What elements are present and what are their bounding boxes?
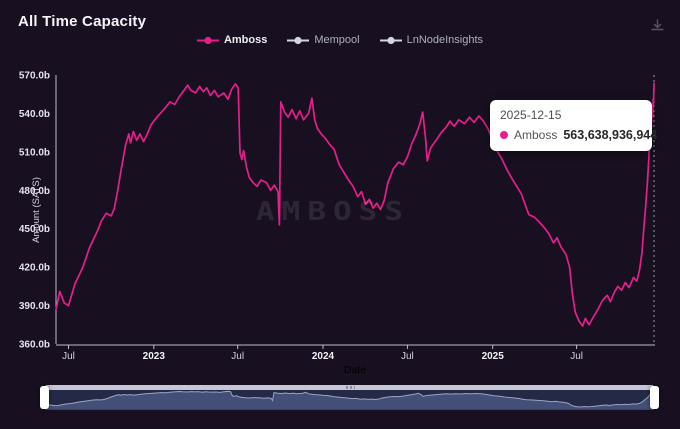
- y-tick-label: 450.0b: [19, 224, 50, 235]
- x-tick-label: Jul: [62, 351, 75, 362]
- brush-area-line: [45, 391, 654, 407]
- brush-track[interactable]: [45, 390, 654, 410]
- tooltip-series-label: Amboss: [514, 128, 558, 142]
- brush-grip-icon: [345, 386, 355, 389]
- x-tick-label: 2024: [312, 351, 335, 362]
- x-tick-label: 2023: [143, 351, 166, 362]
- x-tick-label: Jul: [231, 351, 244, 362]
- y-tick-label: 510.0b: [19, 147, 50, 158]
- legend-label: LnNodeInsights: [406, 34, 484, 46]
- y-tick-label: 570.0b: [19, 71, 50, 82]
- brush-handle-left[interactable]: [40, 386, 49, 409]
- brush: [40, 383, 659, 412]
- legend-item-mempool[interactable]: Mempool: [287, 34, 360, 46]
- y-tick-label: 540.0b: [19, 109, 50, 120]
- page-title: All Time Capacity: [18, 13, 147, 30]
- x-tick-label: Jul: [401, 351, 414, 362]
- brush-handle-right[interactable]: [650, 386, 659, 409]
- axis-label-y: Amount (SATS): [31, 177, 42, 243]
- axis-label-x: Date: [344, 364, 366, 376]
- amboss-line: [55, 82, 655, 327]
- legend-item-lnnodeinsights[interactable]: LnNodeInsights: [379, 34, 484, 46]
- download-button[interactable]: [648, 16, 666, 34]
- legend-marker-icon: [379, 36, 402, 44]
- download-icon: [650, 18, 664, 30]
- brush-minichart: [45, 390, 654, 409]
- legend-marker-icon: [287, 36, 310, 44]
- y-tick-label: 420.0b: [19, 263, 50, 274]
- legend-label: Mempool: [314, 34, 360, 46]
- tooltip-date: 2025-12-15: [500, 108, 562, 122]
- brush-area: [45, 391, 654, 409]
- tooltip-series-dot: [500, 131, 508, 139]
- tooltip-value: 563,638,936,944: [563, 128, 658, 142]
- legend-marker-icon: [196, 36, 219, 44]
- y-tick-label: 360.0b: [19, 340, 50, 351]
- brush-rail[interactable]: [45, 385, 654, 390]
- legend-item-amboss[interactable]: Amboss: [196, 34, 268, 46]
- legend-label: Amboss: [223, 34, 268, 46]
- x-tick-label: Jul: [570, 351, 583, 362]
- legend: Amboss Mempool LnNodeInsights: [0, 34, 680, 46]
- tooltip: 2025-12-15 Amboss 563,638,936,944: [490, 100, 657, 151]
- x-tick-label: 2025: [482, 351, 505, 362]
- y-tick-label: 390.0b: [19, 301, 50, 312]
- y-tick-label: 480.0b: [19, 186, 50, 197]
